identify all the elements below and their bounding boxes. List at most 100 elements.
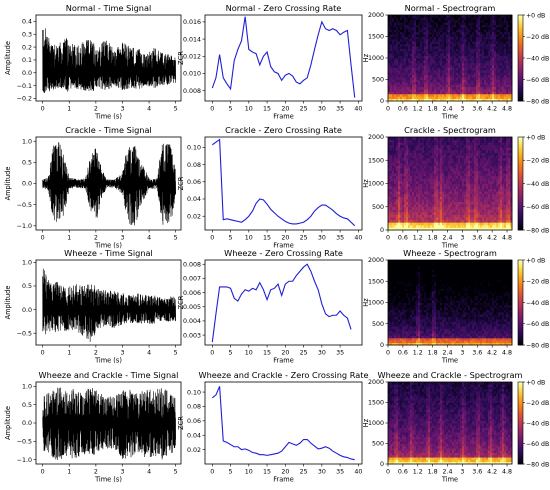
- y-tick-label: 1000: [368, 300, 384, 307]
- colorbar-tick-label: +0 dB: [526, 134, 545, 141]
- subplot-time-3: Wheeze - Time Signal 0 1 2 3 4 5 −0.5 0.0 0.5 1.0 T…: [4, 248, 182, 365]
- x-tick-label: 3.6: [472, 469, 482, 476]
- x-tick-label: 0: [41, 235, 45, 242]
- colorbar-tick-label: −20 dB: [526, 34, 549, 41]
- subplot-title: Wheeze and Crackle - Spectrogram: [377, 370, 522, 380]
- axes-frame: [35, 14, 182, 102]
- x-tick-label: 0: [386, 106, 390, 113]
- subplot-title: Wheeze - Zero Crossing Rate: [224, 248, 343, 258]
- x-tick-label: 20: [281, 106, 289, 113]
- x-tick-label: 4.8: [502, 350, 512, 357]
- colorbar-tick-label: −40 dB: [526, 55, 549, 62]
- subplot-time-2: Crackle - Time Signal 0 1 2 3 4 5 −1.0 −0.5 0.0 0.…: [4, 125, 182, 250]
- y-tick-label: 0.005: [183, 304, 201, 311]
- y-tick-label: 0.02: [187, 213, 201, 220]
- y-tick-label: 2000: [368, 12, 384, 19]
- subplot-zcr-3: Wheeze - Zero Crossing Rate 0 5 10 15 20 25 30 3…: [177, 248, 363, 365]
- y-tick-label: 0.4: [22, 19, 32, 26]
- x-tick-label: 3.6: [472, 106, 482, 113]
- x-tick-label: 2.4: [443, 469, 453, 476]
- y-tick-label: 0.006: [183, 290, 201, 297]
- x-axis-label: Time (s): [94, 357, 122, 365]
- y-tick-label: 0: [380, 342, 384, 349]
- subplot-zcr-1: Normal - Zero Crossing Rate 0 5 10 15 20 25 30 3…: [177, 3, 363, 121]
- y-tick-label: 1.0: [22, 138, 32, 145]
- y-tick-label: 0.004: [183, 318, 201, 325]
- y-tick-label: 1.0: [22, 384, 32, 391]
- x-tick-label: 3: [460, 469, 464, 476]
- y-axis-label: Hz: [362, 298, 370, 307]
- x-tick-label: 4.2: [487, 350, 497, 357]
- y-tick-label: 0.2: [22, 44, 32, 51]
- time-signal-waveform: [42, 142, 176, 226]
- y-tick-label: 1.0: [22, 260, 32, 267]
- x-tick-label: 3.6: [472, 235, 482, 242]
- x-tick-label: 5: [174, 469, 178, 476]
- x-tick-label: 5: [229, 106, 233, 113]
- y-tick-label: 0.012: [183, 53, 201, 60]
- x-axis-label: Frame: [273, 476, 294, 484]
- x-tick-label: 5: [229, 235, 233, 242]
- colorbar-tick-label: −40 dB: [526, 181, 549, 188]
- y-tick-label: 1500: [368, 34, 384, 41]
- subplot-title: Wheeze and Crackle - Time Signal: [39, 370, 179, 380]
- x-tick-label: 15: [263, 350, 271, 357]
- time-signal-waveform: [42, 268, 176, 342]
- subplot-title: Wheeze - Time Signal: [64, 248, 153, 258]
- x-tick-label: 35: [336, 235, 344, 242]
- y-tick-label: 0.007: [183, 276, 201, 283]
- spectrogram-image: [388, 260, 513, 346]
- x-tick-label: 4: [147, 235, 151, 242]
- x-axis-label: Time: [441, 476, 458, 484]
- x-axis-label: Frame: [273, 113, 294, 121]
- x-tick-label: 4.8: [502, 106, 512, 113]
- axes-frame: [204, 14, 363, 102]
- subplot-time-1: Normal - Time Signal 0 1 2 3 4 5 −0.2 −0.1 0.0 0.1…: [4, 3, 182, 121]
- x-tick-label: 3.6: [472, 350, 482, 357]
- x-tick-label: 0: [210, 106, 214, 113]
- x-axis-label: Time (s): [94, 242, 122, 250]
- subplot-zcr-4: Wheeze and Crackle - Zero Crossing Rate 0…: [177, 370, 369, 484]
- colorbar-tick-label: −60 dB: [526, 204, 549, 211]
- x-tick-label: 20: [281, 235, 289, 242]
- colorbar-tick-label: −40 dB: [526, 420, 549, 427]
- colorbar-tick-label: −60 dB: [526, 77, 549, 84]
- y-tick-label: 0.10: [187, 145, 201, 152]
- x-tick-label: 2.4: [443, 106, 453, 113]
- x-tick-label: 3: [460, 106, 464, 113]
- x-tick-label: 1.2: [413, 106, 423, 113]
- y-tick-label: 500: [372, 441, 384, 448]
- x-tick-label: 0: [386, 469, 390, 476]
- x-tick-label: 25: [300, 106, 308, 113]
- y-tick-label: 1500: [368, 400, 384, 407]
- x-tick-label: 0.6: [398, 235, 408, 242]
- zcr-series-line: [211, 16, 356, 98]
- y-tick-label: 0.10: [187, 389, 201, 396]
- x-tick-label: 5: [174, 235, 178, 242]
- subplot-title: Crackle - Spectrogram: [404, 125, 496, 135]
- y-axis-label: Amplitude: [4, 41, 12, 75]
- y-tick-label: 1500: [368, 157, 384, 164]
- spectrogram-image: [388, 137, 513, 231]
- y-tick-label: 0.5: [22, 402, 32, 409]
- y-axis-label: ZCR: [177, 51, 185, 65]
- y-tick-label: 0.008: [183, 88, 201, 95]
- x-tick-label: 1.8: [428, 106, 438, 113]
- y-tick-label: 1000: [368, 181, 384, 188]
- x-tick-label: 1.2: [413, 350, 423, 357]
- x-axis-label: Frame: [273, 242, 294, 250]
- y-tick-label: 0.04: [187, 196, 201, 203]
- x-tick-label: 15: [263, 469, 271, 476]
- time-signal-waveform: [42, 28, 176, 93]
- subplot-title: Normal - Time Signal: [66, 3, 152, 13]
- y-tick-label: 0.08: [187, 404, 201, 411]
- x-tick-label: 3: [120, 106, 124, 113]
- y-tick-label: 0.3: [22, 31, 32, 38]
- subplot-title: Wheeze - Spectrogram: [403, 248, 497, 258]
- y-tick-label: 0: [380, 461, 384, 468]
- spectrogram-image: [388, 382, 513, 465]
- y-tick-label: 0: [380, 227, 384, 234]
- x-tick-label: 0: [386, 235, 390, 242]
- y-tick-label: −1.0: [17, 223, 32, 230]
- colorbar-tick-label: −20 dB: [526, 158, 549, 165]
